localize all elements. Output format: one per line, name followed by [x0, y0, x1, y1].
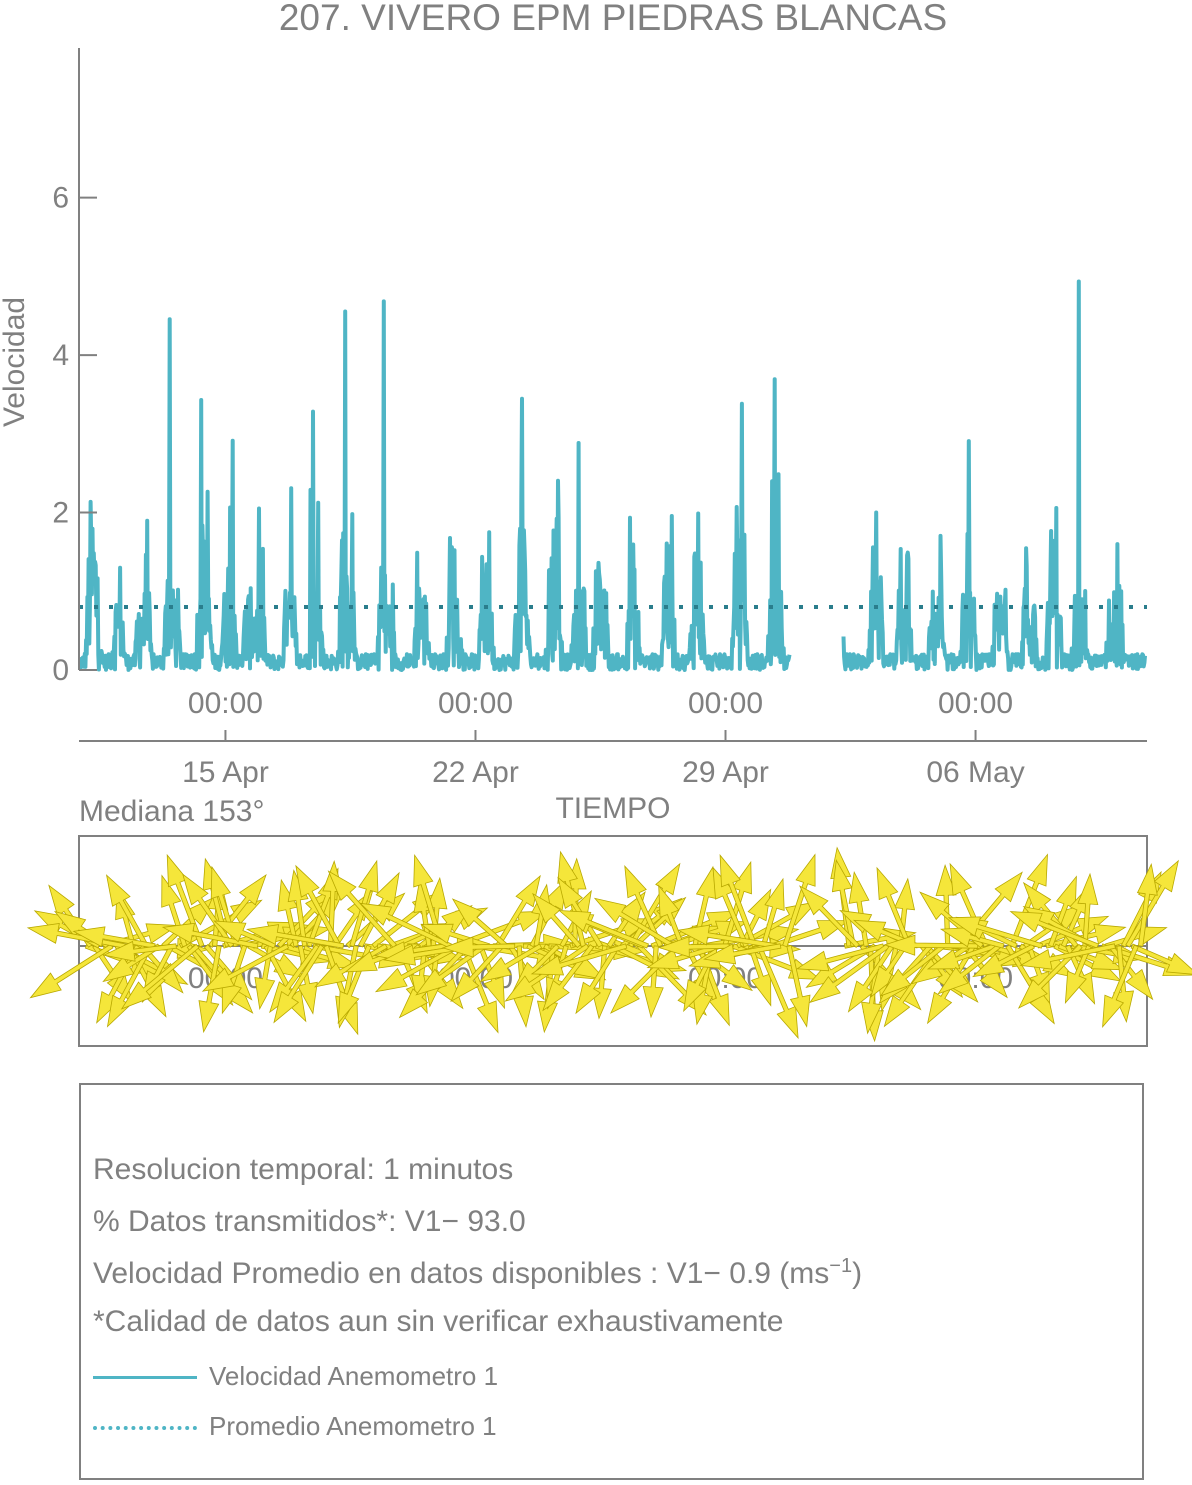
info-mean-speed: Velocidad Promedio en datos disponibles …	[93, 1255, 862, 1291]
direction-arrow	[719, 854, 758, 948]
direction-arrow	[120, 943, 200, 1010]
direction-arrow	[575, 944, 621, 1015]
legend-swatch-dotted	[93, 1426, 197, 1430]
direction-arrow	[295, 864, 342, 948]
x-tick-label-time: 00:00	[438, 687, 513, 720]
legend-label-speed: Velocidad Anemometro 1	[209, 1361, 499, 1391]
direction-arrow	[657, 936, 730, 958]
legend-swatch-solid	[93, 1376, 197, 1379]
chart-title: 207. VIVERO EPM PIEDRAS BLANCAS	[279, 0, 947, 38]
direction-arrow	[413, 853, 445, 948]
y-tick-label: 6	[52, 182, 69, 215]
direction-arrow	[624, 865, 664, 948]
info-transmitted: % Datos transmitidos*: V1− 93.0	[93, 1205, 526, 1238]
direction-arrow	[441, 936, 516, 958]
direction-arrow	[926, 943, 997, 970]
y-axis-label: Velocidad	[0, 297, 31, 427]
direction-arrow	[847, 944, 895, 1013]
direction-arrow	[799, 885, 860, 949]
direction-arrow	[479, 943, 543, 983]
direction-arrow	[756, 944, 799, 1040]
x-tick-label-time: 00:00	[188, 687, 263, 720]
direction-arrow	[1130, 943, 1192, 975]
x-tick-label-date: 06 May	[926, 756, 1024, 789]
info-unit-exponent: −1	[829, 1255, 853, 1277]
direction-arrow	[102, 940, 177, 962]
direction-arrow	[883, 934, 979, 956]
speed-axes: 0 2 4 6 00:00 00:00 00:00 00:00 15 Apr 22 Apr 29 A…	[52, 48, 1147, 789]
info-mean-speed-text: Velocidad Promedio en datos disponibles …	[93, 1257, 830, 1290]
chart-figure: 207. VIVERO EPM PIEDRAS BLANCAS Velocida…	[0, 0, 1192, 1047]
direction-arrow	[703, 943, 782, 965]
direction-arrow	[937, 943, 1002, 995]
direction-arrow	[530, 943, 628, 976]
direction-arrow	[642, 945, 664, 1019]
direction-arrow	[1136, 862, 1158, 947]
direction-arrow	[558, 910, 650, 949]
x-tick-label-date: 15 Apr	[182, 756, 269, 789]
direction-arrow	[29, 943, 114, 999]
direction-arrow	[105, 874, 149, 948]
direction-arrow	[972, 943, 1035, 978]
direction-arrow	[1019, 943, 1116, 970]
direction-arrow	[786, 945, 811, 1028]
direction-arrow	[415, 943, 487, 996]
direction-arrow	[782, 853, 816, 948]
info-quality-note: *Calidad de datos aun sin verificar exha…	[93, 1305, 784, 1338]
direction-arrow	[72, 926, 156, 949]
info-legend-box: Resolucion temporal: 1 minutos % Datos t…	[79, 1083, 1144, 1480]
info-unit-close: )	[852, 1257, 863, 1290]
speed-series	[77, 279, 1147, 672]
direction-arrow	[947, 916, 1044, 949]
speed-line-segment-2	[841, 279, 1147, 672]
x-tick-label-time: 00:00	[688, 687, 763, 720]
x-tick-label-time: 00:00	[938, 687, 1013, 720]
direction-arrow	[879, 943, 946, 997]
direction-arrow	[1102, 944, 1139, 1028]
direction-arrow	[1009, 911, 1100, 949]
info-resolution: Resolucion temporal: 1 minutos	[93, 1153, 514, 1186]
y-tick-label: 0	[52, 654, 69, 687]
direction-arrow	[201, 943, 290, 992]
direction-arrow	[760, 877, 785, 948]
direction-arrow	[277, 878, 299, 947]
direction-arrow	[795, 943, 885, 972]
direction-arrow	[327, 870, 397, 949]
direction-arrow	[808, 943, 890, 1004]
direction-arrow	[246, 924, 345, 949]
y-tick-label: 2	[52, 497, 69, 530]
direction-arrow	[374, 943, 461, 993]
x-tick-label-date: 29 Apr	[682, 756, 769, 789]
speed-line-segment-1	[77, 299, 792, 672]
direction-arrow	[1125, 859, 1179, 948]
x-axis-label: TIEMPO	[555, 792, 670, 825]
direction-median-label: Mediana 153°	[79, 795, 264, 828]
direction-arrow	[359, 902, 452, 949]
y-tick-label: 4	[52, 339, 69, 372]
direction-arrow	[451, 898, 509, 949]
direction-arrow	[1009, 853, 1048, 948]
direction-arrow	[161, 922, 259, 949]
direction-arrows	[26, 846, 1192, 1043]
direction-arrow	[213, 920, 277, 949]
x-tick-label-date: 22 Apr	[432, 756, 519, 789]
direction-arrow	[532, 892, 582, 949]
legend-label-mean: Promedio Anemometro 1	[209, 1411, 497, 1441]
direction-arrow	[450, 943, 505, 1003]
direction-arrow	[273, 944, 325, 1024]
direction-arrow	[593, 897, 676, 949]
